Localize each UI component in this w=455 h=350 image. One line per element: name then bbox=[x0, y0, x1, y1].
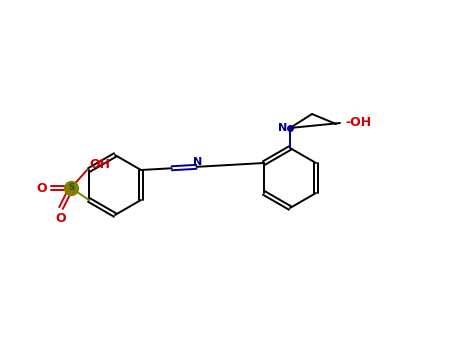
Text: O: O bbox=[37, 182, 47, 195]
Text: O: O bbox=[56, 211, 66, 224]
Text: N: N bbox=[278, 123, 288, 133]
Text: -OH: -OH bbox=[345, 117, 371, 130]
Text: N: N bbox=[193, 157, 202, 167]
Text: S: S bbox=[68, 183, 74, 192]
Text: OH: OH bbox=[89, 158, 110, 170]
